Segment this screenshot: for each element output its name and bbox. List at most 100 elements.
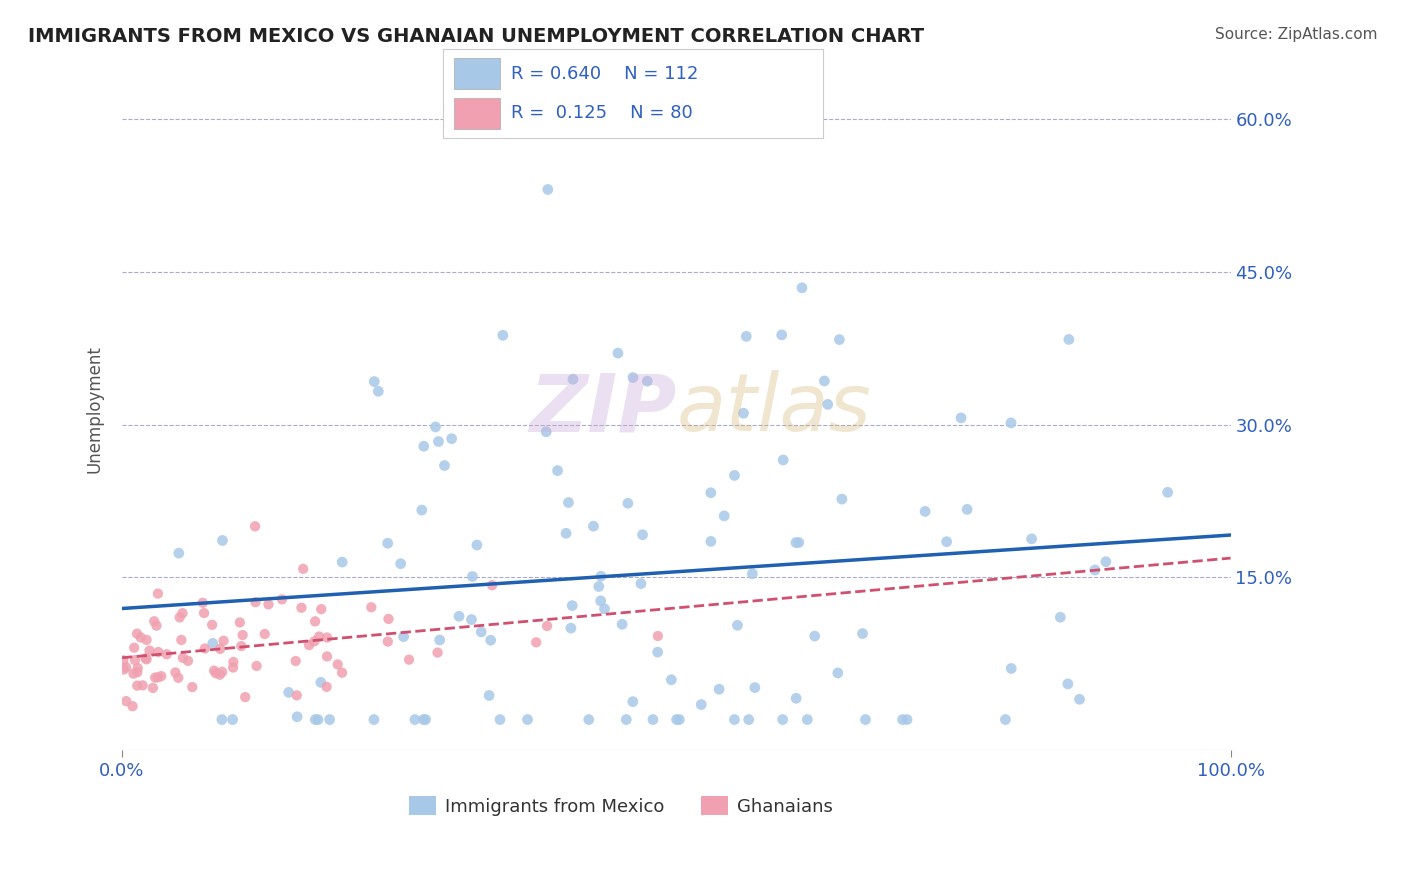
Point xyxy=(131,678,153,692)
Point xyxy=(588,580,610,594)
Point xyxy=(167,546,190,560)
Point xyxy=(209,641,232,656)
Point xyxy=(318,713,340,727)
Point xyxy=(647,645,669,659)
Point xyxy=(561,599,583,613)
Point xyxy=(547,464,569,478)
Point xyxy=(135,632,157,647)
Point xyxy=(1000,661,1022,675)
Point xyxy=(112,653,135,667)
Point xyxy=(231,639,253,653)
Point xyxy=(309,602,332,616)
Point xyxy=(631,527,654,541)
Point xyxy=(284,654,307,668)
Point xyxy=(212,633,235,648)
Point xyxy=(465,538,488,552)
Point xyxy=(222,660,245,674)
Point xyxy=(950,411,973,425)
Text: IMMIGRANTS FROM MEXICO VS GHANAIAN UNEMPLOYMENT CORRELATION CHART: IMMIGRANTS FROM MEXICO VS GHANAIAN UNEMP… xyxy=(28,27,924,45)
Point xyxy=(233,690,256,704)
Point xyxy=(201,636,224,650)
Point xyxy=(122,640,145,655)
Point xyxy=(560,621,582,635)
Point xyxy=(307,713,329,727)
Point xyxy=(193,606,215,620)
Point xyxy=(617,496,640,510)
Point xyxy=(398,653,420,667)
Point xyxy=(1049,610,1071,624)
Point xyxy=(516,713,538,727)
Point xyxy=(285,710,308,724)
Point xyxy=(479,633,502,648)
Point xyxy=(700,485,723,500)
Point xyxy=(827,665,849,680)
Point xyxy=(146,586,169,600)
Point xyxy=(290,600,312,615)
Point xyxy=(415,713,437,727)
Point xyxy=(1056,677,1078,691)
Point xyxy=(316,649,339,664)
Point xyxy=(316,631,339,645)
Point xyxy=(298,638,321,652)
Point xyxy=(363,375,385,389)
Point xyxy=(855,713,877,727)
Point xyxy=(481,578,503,592)
Point xyxy=(536,619,558,633)
Point xyxy=(145,618,167,632)
Point xyxy=(828,333,851,347)
Point xyxy=(143,614,166,628)
Point xyxy=(202,664,225,678)
Point xyxy=(813,374,835,388)
Point xyxy=(142,681,165,695)
Point xyxy=(412,713,434,727)
Point xyxy=(127,665,149,680)
Point xyxy=(470,624,492,639)
Point xyxy=(896,713,918,727)
Point xyxy=(690,698,713,712)
Point xyxy=(172,650,194,665)
Point xyxy=(851,626,873,640)
Point xyxy=(735,329,758,343)
Point xyxy=(665,713,688,727)
Point xyxy=(534,425,557,439)
Point xyxy=(115,694,138,708)
Point xyxy=(524,635,547,649)
Point xyxy=(787,535,810,549)
Point xyxy=(363,713,385,727)
Point xyxy=(211,665,233,679)
Point xyxy=(221,713,243,727)
Point xyxy=(713,508,735,523)
Point xyxy=(956,502,979,516)
Point xyxy=(124,653,146,667)
Point xyxy=(630,576,652,591)
FancyBboxPatch shape xyxy=(454,98,501,129)
Point xyxy=(377,536,399,550)
Point xyxy=(647,629,669,643)
Point xyxy=(377,612,399,626)
Point xyxy=(610,617,633,632)
Point xyxy=(377,634,399,648)
Point xyxy=(707,682,730,697)
Point xyxy=(440,432,463,446)
Point xyxy=(803,629,825,643)
Point xyxy=(125,626,148,640)
Point xyxy=(134,651,156,665)
Point xyxy=(723,713,745,727)
Point xyxy=(621,370,644,384)
Point xyxy=(772,453,794,467)
Point xyxy=(292,562,315,576)
Point xyxy=(723,468,745,483)
Point xyxy=(177,654,200,668)
Point xyxy=(245,595,267,609)
Point xyxy=(785,535,807,549)
Point xyxy=(360,600,382,615)
Point xyxy=(461,569,484,583)
Point xyxy=(578,713,600,727)
Point xyxy=(614,713,637,727)
Point xyxy=(135,652,157,666)
Text: R =  0.125    N = 80: R = 0.125 N = 80 xyxy=(512,104,693,122)
Point xyxy=(744,681,766,695)
Point xyxy=(326,657,349,672)
Point xyxy=(738,713,761,727)
Point xyxy=(257,598,280,612)
